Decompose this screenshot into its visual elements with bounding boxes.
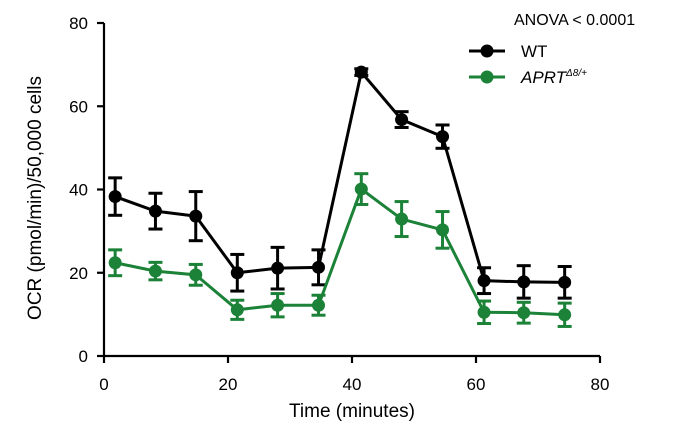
legend-label-aprt-base: APRT bbox=[520, 68, 568, 87]
legend-label-aprt: APRTΔ8/+ bbox=[520, 68, 587, 87]
y-tick-label: 0 bbox=[79, 347, 88, 366]
data-point bbox=[148, 204, 162, 218]
data-point bbox=[354, 182, 368, 196]
data-point bbox=[230, 266, 244, 280]
axes: 0 20 40 60 80 0 20 40 60 80 bbox=[69, 14, 609, 394]
data-point bbox=[517, 275, 531, 289]
legend-label-aprt-superscript: Δ8/+ bbox=[565, 68, 587, 79]
x-axis-ticks: 0 20 40 60 80 bbox=[99, 356, 609, 394]
x-tick-label: 80 bbox=[591, 375, 610, 394]
data-point bbox=[436, 130, 450, 144]
data-point bbox=[517, 306, 531, 320]
data-point bbox=[230, 303, 244, 317]
y-tick-label: 20 bbox=[69, 264, 88, 283]
data-point bbox=[108, 190, 122, 204]
x-tick-label: 60 bbox=[467, 375, 486, 394]
x-tick-label: 0 bbox=[99, 375, 108, 394]
data-point bbox=[436, 223, 450, 237]
data-point bbox=[477, 274, 491, 288]
data-point bbox=[395, 113, 409, 127]
y-tick-label: 80 bbox=[69, 14, 88, 33]
legend: WT APRTΔ8/+ bbox=[469, 42, 587, 87]
legend-marker-wt bbox=[480, 44, 494, 58]
legend-label-wt: WT bbox=[521, 42, 547, 61]
y-tick-label: 40 bbox=[69, 181, 88, 200]
data-point bbox=[312, 298, 326, 312]
data-point bbox=[189, 268, 203, 282]
x-tick-label: 40 bbox=[343, 375, 362, 394]
y-axis-ticks: 0 20 40 60 80 bbox=[69, 14, 104, 366]
legend-marker-aprt bbox=[480, 70, 494, 84]
data-point bbox=[271, 261, 285, 275]
data-point bbox=[558, 308, 572, 322]
legend-item-aprt: APRTΔ8/+ bbox=[469, 68, 587, 87]
data-point bbox=[108, 256, 122, 270]
anova-annotation: ANOVA < 0.0001 bbox=[514, 12, 635, 29]
data-point bbox=[395, 212, 409, 226]
series-aprt bbox=[108, 172, 572, 328]
series-wt bbox=[108, 65, 572, 300]
series-line bbox=[114, 68, 565, 284]
data-point bbox=[271, 298, 285, 312]
data-point bbox=[354, 65, 368, 79]
data-point bbox=[148, 264, 162, 278]
series-line bbox=[114, 186, 565, 317]
data-point bbox=[477, 305, 491, 319]
data-point bbox=[558, 275, 572, 289]
y-axis-title: OCR (pmol/min)/50,000 cells bbox=[25, 76, 46, 320]
legend-item-wt: WT bbox=[469, 42, 547, 61]
x-axis-title: Time (minutes) bbox=[289, 401, 415, 422]
data-point bbox=[312, 260, 326, 274]
series-layer bbox=[108, 65, 572, 328]
data-point bbox=[189, 209, 203, 223]
x-tick-label: 20 bbox=[219, 375, 238, 394]
y-tick-label: 60 bbox=[69, 97, 88, 116]
